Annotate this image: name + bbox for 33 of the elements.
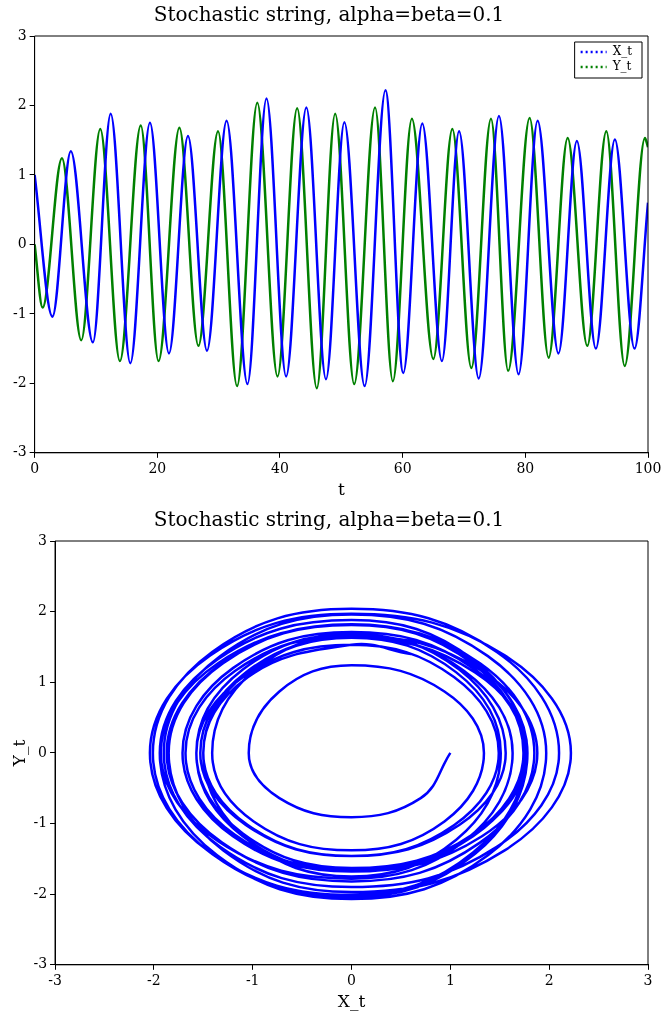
y-tick-label: 1 xyxy=(17,165,27,182)
chart-title: Stochastic string, alpha=beta=0.1 xyxy=(153,2,505,27)
y-tick-label: -1 xyxy=(13,304,27,321)
y-tick-label: -1 xyxy=(33,814,48,831)
y-tick-label: 3 xyxy=(17,26,27,43)
x-tick-label: 0 xyxy=(347,971,356,988)
x-tick-label: -1 xyxy=(245,971,260,988)
x-tick-label: -2 xyxy=(147,971,161,988)
x-axis-title: X_t xyxy=(337,991,366,1012)
y-tick-label: 2 xyxy=(38,602,48,619)
y-tick-label: 1 xyxy=(38,672,48,689)
y-tick-label: 0 xyxy=(38,743,48,760)
y-tick-label: -2 xyxy=(13,373,27,390)
x-tick-label: 40 xyxy=(271,459,289,476)
y-tick-label: -2 xyxy=(33,884,48,901)
x-tick-label: 100 xyxy=(634,459,662,476)
x-tick-label: 20 xyxy=(148,459,167,476)
x-tick-label: 1 xyxy=(445,971,455,988)
x-tick-label: 80 xyxy=(516,459,535,476)
legend-label: X_t xyxy=(612,44,633,59)
y-tick-label: -3 xyxy=(13,443,27,460)
chart-title: Stochastic string, alpha=beta=0.1 xyxy=(153,507,505,532)
y-tick-label: 2 xyxy=(17,96,27,113)
line-series xyxy=(148,607,573,901)
x-tick-label: 60 xyxy=(393,459,412,476)
x-tick-label: 3 xyxy=(643,971,653,988)
y-axis-title: Y_t xyxy=(8,739,29,768)
x-tick-label: 2 xyxy=(544,971,554,988)
y-tick-label: 3 xyxy=(38,531,48,548)
y-tick-label: 0 xyxy=(17,235,27,252)
x-axis-title: t xyxy=(337,479,345,500)
y-tick-label: -3 xyxy=(33,955,48,972)
legend-label: Y_t xyxy=(611,59,632,74)
